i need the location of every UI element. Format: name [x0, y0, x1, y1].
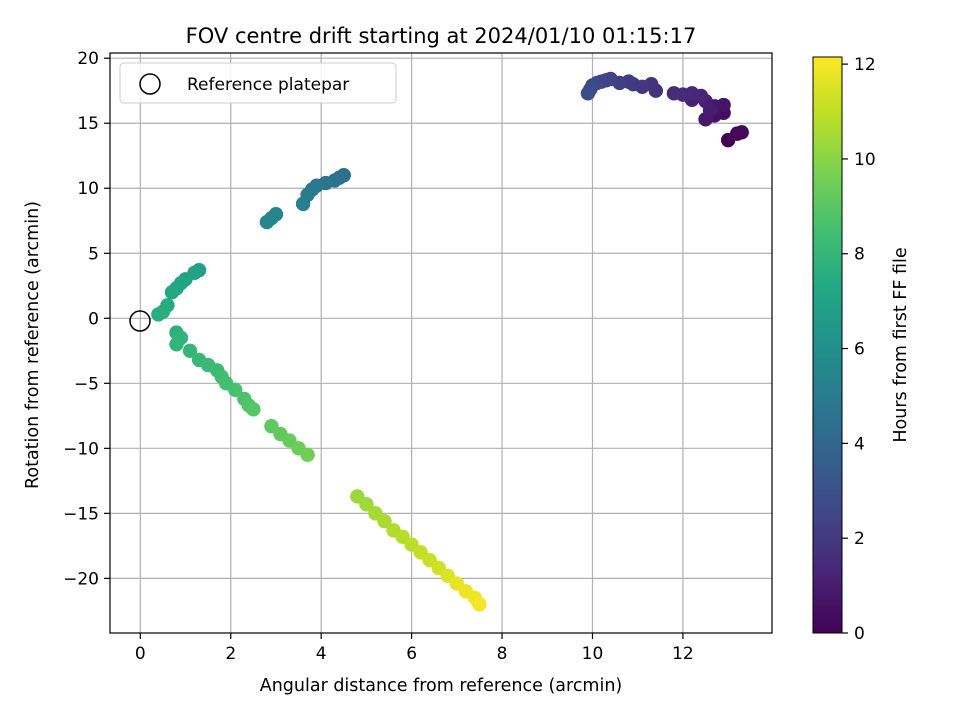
data-point: [734, 125, 749, 140]
y-tick-label: 10: [77, 179, 99, 199]
x-axis-ticks: 0 2 4 6 8 10 12: [135, 633, 694, 664]
legend: Reference platepar: [119, 62, 397, 104]
chart-title: FOV centre drift starting at 2024/01/10 …: [186, 24, 697, 48]
data-point: [377, 513, 392, 529]
y-tick-label: −5: [74, 374, 99, 394]
y-tick-label: 5: [88, 244, 99, 264]
data-point: [151, 307, 166, 322]
colorbar: [812, 56, 843, 634]
data-point: [182, 343, 198, 359]
x-axis-label: Angular distance from reference (arcmin): [260, 676, 623, 696]
y-tick-label: 0: [88, 309, 99, 329]
data-point: [169, 337, 184, 352]
data-point: [300, 447, 315, 463]
reference-marker: [129, 310, 151, 332]
legend-entry-reference: Reference platepar: [187, 75, 349, 95]
x-tick-label: 6: [406, 644, 417, 664]
data-points: [151, 71, 749, 612]
colorbar-tick-label: 8: [854, 245, 865, 265]
colorbar-tick-label: 0: [854, 624, 865, 644]
y-tick-label: −15: [63, 504, 99, 524]
data-point: [359, 497, 374, 512]
y-tick-label: −20: [63, 569, 99, 589]
x-tick-label: 8: [497, 644, 508, 664]
colorbar-tick-label: 6: [854, 340, 865, 360]
grid-lines: [110, 53, 772, 633]
data-point: [164, 285, 180, 300]
x-tick-label: 0: [135, 644, 146, 664]
data-point: [228, 382, 243, 398]
x-tick-label: 10: [582, 644, 604, 664]
data-point: [666, 86, 682, 101]
data-point: [259, 214, 275, 230]
y-tick-label: 20: [77, 49, 99, 69]
colorbar-tick-label: 2: [854, 529, 865, 549]
y-axis-ticks: 20 15 10 5 0 −5 −10 −15 −20: [63, 49, 110, 589]
colorbar-label: Hours from first FF file: [891, 247, 911, 442]
y-tick-label: 15: [77, 114, 99, 134]
y-axis-label: Rotation from reference (arcmin): [23, 201, 43, 489]
plot-frame: [109, 52, 773, 634]
x-tick-label: 12: [672, 644, 694, 664]
legend-box: [119, 62, 397, 104]
colorbar-tick-label: 4: [854, 434, 865, 454]
y-tick-label: −10: [63, 439, 99, 459]
data-point: [295, 196, 311, 212]
data-point: [472, 597, 487, 612]
colorbar-tick-label: 10: [854, 150, 876, 170]
colorbar-ticks: 0 2 4 6 8 10 12: [842, 55, 876, 644]
data-point: [580, 86, 596, 101]
x-tick-label: 4: [316, 644, 327, 664]
x-tick-label: 2: [225, 644, 236, 664]
data-point: [246, 402, 261, 417]
legend-reference-marker: [139, 73, 161, 95]
colorbar-tick-label: 12: [854, 55, 876, 75]
